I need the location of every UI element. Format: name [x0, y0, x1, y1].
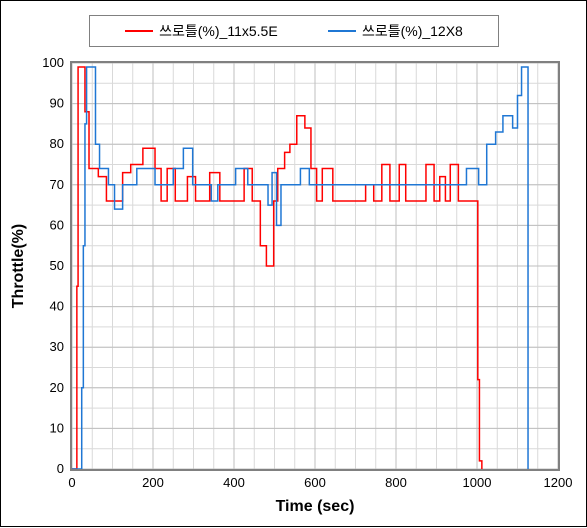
plot-svg	[72, 63, 558, 469]
series-line-0	[72, 67, 482, 469]
x-tick-label: 1000	[463, 475, 492, 490]
legend-item-1: 쓰로틀(%)_12X8	[328, 21, 463, 41]
x-tick-label: 600	[304, 475, 326, 490]
y-tick-label: 80	[50, 136, 64, 151]
legend-label-1: 쓰로틀(%)_12X8	[362, 21, 463, 41]
y-tick-label: 30	[50, 339, 64, 354]
legend-label-0: 쓰로틀(%)_11x5.5E	[159, 21, 278, 41]
y-tick-label: 100	[42, 55, 64, 70]
x-tick-label: 800	[385, 475, 407, 490]
y-tick-label: 20	[50, 380, 64, 395]
x-tick-label: 200	[142, 475, 164, 490]
y-tick-label: 70	[50, 177, 64, 192]
legend-item-0: 쓰로틀(%)_11x5.5E	[125, 21, 278, 41]
y-tick-label: 60	[50, 217, 64, 232]
x-tick-label: 400	[223, 475, 245, 490]
x-tick-label: 1200	[544, 475, 573, 490]
legend: 쓰로틀(%)_11x5.5E 쓰로틀(%)_12X8	[89, 15, 499, 47]
x-axis-title: Time (sec)	[276, 498, 355, 515]
series-line-1	[72, 67, 528, 469]
y-axis-title: Throttle(%)	[10, 224, 27, 308]
plot-area	[70, 61, 560, 471]
y-tick-label: 10	[50, 420, 64, 435]
legend-swatch-0	[125, 30, 153, 32]
x-tick-label: 0	[68, 475, 75, 490]
y-tick-label: 90	[50, 96, 64, 111]
y-tick-label: 40	[50, 299, 64, 314]
y-tick-label: 50	[50, 258, 64, 273]
y-tick-label: 0	[57, 461, 64, 476]
chart-frame: 쓰로틀(%)_11x5.5E쓰로틀(%)_12X8 02004006008001…	[0, 0, 587, 527]
legend-swatch-1	[328, 30, 356, 32]
